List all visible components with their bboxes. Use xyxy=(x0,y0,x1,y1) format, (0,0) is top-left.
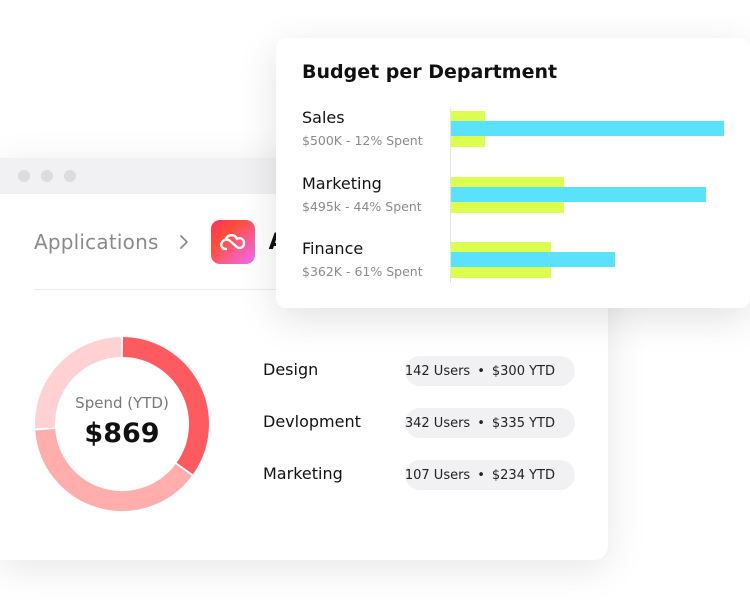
budget-item-finance: Finance $362K - 61% Spent xyxy=(302,239,452,279)
user-count: 107 Users xyxy=(404,467,471,483)
separator-dot: • xyxy=(477,415,485,431)
budget-item-name: Marketing xyxy=(302,174,382,193)
budget-item-sales: Sales $500K - 12% Spent xyxy=(302,108,452,148)
budget-card-title: Budget per Department xyxy=(302,61,558,83)
usage-pill: 142 Users • $300 YTD xyxy=(404,356,575,386)
creative-cloud-logo-icon xyxy=(210,220,255,264)
budget-item-name: Finance xyxy=(302,239,364,258)
spent-bar-marketing xyxy=(451,187,706,202)
spent-bar-finance xyxy=(451,252,615,267)
department-name: Devlopment xyxy=(263,412,361,431)
breadcrumb-applications[interactable]: Applications xyxy=(34,230,159,254)
usage-pill: 342 Users • $335 YTD xyxy=(404,408,575,438)
list-item[interactable]: Devlopment 342 Users • $335 YTD xyxy=(263,406,583,458)
spent-bar-sales xyxy=(451,121,724,136)
department-list: Design 142 Users • $300 YTD Devlopment 3… xyxy=(263,354,583,510)
department-name: Marketing xyxy=(263,464,343,483)
department-name: Design xyxy=(263,360,319,379)
budget-item-subtitle: $495k - 44% Spent xyxy=(302,199,422,214)
chevron-right-icon xyxy=(179,235,188,249)
ytd-amount: $234 YTD xyxy=(491,467,555,483)
spend-donut-chart: Spend (YTD) $869 xyxy=(34,336,210,512)
user-count: 142 Users xyxy=(404,363,471,379)
user-count: 342 Users xyxy=(404,415,471,431)
usage-pill: 107 Users • $234 YTD xyxy=(404,460,575,490)
donut-segment-marketing xyxy=(35,337,122,429)
budget-item-subtitle: $500K - 12% Spent xyxy=(302,133,423,148)
ytd-amount: $335 YTD xyxy=(491,415,555,431)
ytd-amount: $300 YTD xyxy=(491,363,555,379)
list-item[interactable]: Design 142 Users • $300 YTD xyxy=(263,354,583,406)
window-maximize-dot[interactable] xyxy=(64,170,76,182)
separator-dot: • xyxy=(477,363,485,379)
donut-segment-devlopment xyxy=(35,428,192,511)
budget-card: Budget per Department Sales $500K - 12% … xyxy=(276,38,750,308)
separator-dot: • xyxy=(477,467,485,483)
list-item[interactable]: Marketing 107 Users • $234 YTD xyxy=(263,458,583,510)
donut-segment-design xyxy=(122,337,209,475)
budget-bar-chart xyxy=(450,108,740,288)
spend-label: Spend (YTD) xyxy=(75,393,169,412)
breadcrumb: Applications A xyxy=(34,220,286,264)
spend-value: $869 xyxy=(84,417,160,449)
window-close-dot[interactable] xyxy=(18,170,30,182)
chart-axis xyxy=(450,108,451,283)
window-minimize-dot[interactable] xyxy=(41,170,53,182)
budget-item-name: Sales xyxy=(302,108,345,127)
budget-item-subtitle: $362K - 61% Spent xyxy=(302,264,423,279)
budget-item-marketing: Marketing $495k - 44% Spent xyxy=(302,174,452,214)
